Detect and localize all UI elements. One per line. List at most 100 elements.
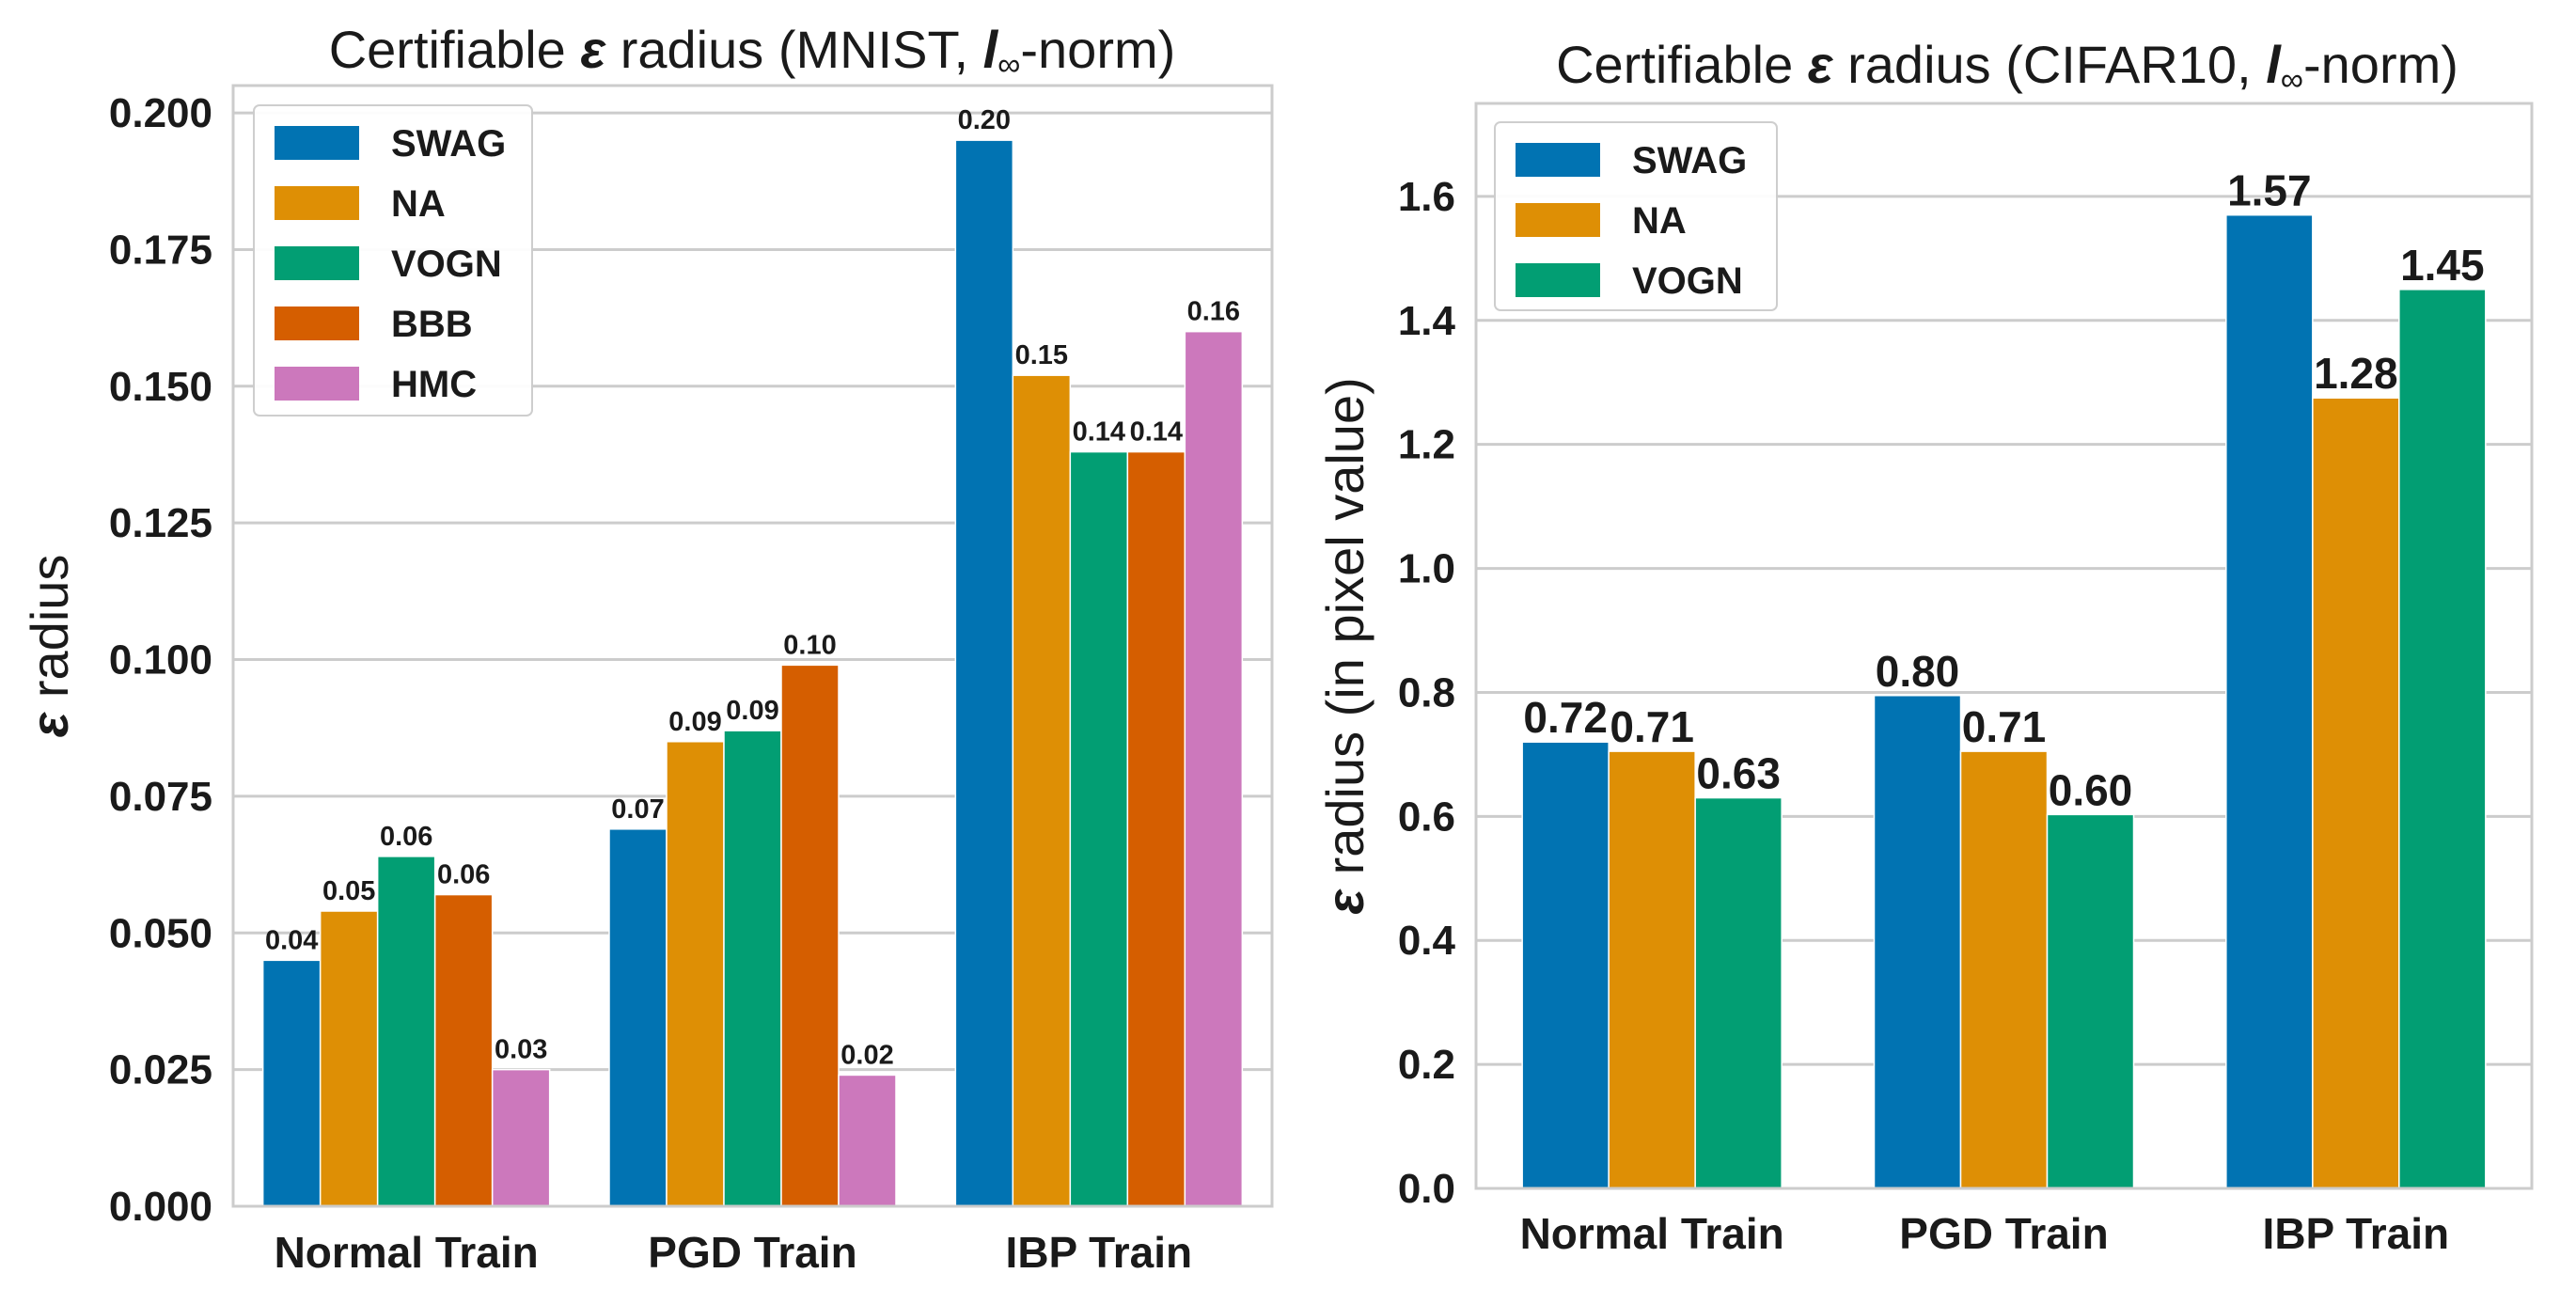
bar-value-label: 0.02: [840, 1040, 893, 1070]
chart-1: 0.0 0.2 0.4 0.6 0.8 1.0 1.2 1.4 1.6 0.72 0.80 1.57 0…: [1315, 35, 2534, 1258]
legend-label: SWAG: [391, 123, 506, 165]
y-tick-label: 0.025: [109, 1047, 212, 1093]
y-tick-label: 0.075: [109, 774, 212, 820]
legend-swatch-na: [275, 186, 359, 220]
bar-value-label: 0.04: [265, 925, 318, 955]
x-category-label: PGD Train: [1899, 1209, 2108, 1258]
plot-frame: [1474, 102, 2534, 1190]
legend-label: SWAG: [1632, 140, 1747, 181]
bar-na: [1012, 374, 1072, 1207]
bar-value-label: 0.14: [1073, 417, 1125, 448]
title_parts-part: Certifiable: [1556, 35, 1808, 94]
legend-label: NA: [391, 183, 446, 225]
y-tick-label: 0.8: [1398, 669, 1455, 715]
y-tick-label: 0.050: [109, 910, 212, 956]
bar-value-label: 0.15: [1015, 340, 1068, 370]
bar-value-label: 0.07: [611, 794, 664, 825]
y-tick-label: 0.150: [109, 364, 212, 410]
bar-value-label: 0.71: [1962, 702, 2047, 751]
legend-label: BBB: [391, 304, 473, 345]
bar-na: [319, 910, 379, 1207]
bar-bbb: [780, 664, 840, 1207]
y-axis-label: ε radius (in pixel value): [1315, 377, 1374, 914]
x-category-label: IBP Train: [1006, 1228, 1193, 1277]
plot-frame: [231, 84, 1274, 1208]
title_parts-part: ∞: [2281, 62, 2303, 98]
legend-label: HMC: [391, 364, 477, 405]
bar-vogn: [723, 730, 782, 1207]
legend-swatch-bbb: [275, 307, 359, 340]
ylabel_parts-part: radius: [20, 555, 79, 713]
bar-hmc: [491, 1068, 551, 1207]
y-tick-label: 0.0: [1398, 1166, 1455, 1212]
bar-bbb: [433, 893, 494, 1207]
y-tick-label: 0.200: [109, 90, 212, 136]
bar-value-label: 1.45: [2400, 241, 2485, 290]
x-category-label: IBP Train: [2263, 1209, 2450, 1258]
y-tick-label: 0.4: [1398, 918, 1456, 964]
bar-hmc: [1184, 330, 1244, 1207]
legend: SWAG NA VOGN: [1494, 121, 1778, 311]
title_parts-part: -norm): [1020, 20, 1175, 79]
bar-bbb: [1126, 450, 1186, 1207]
bar-value-label: 0.10: [783, 630, 836, 660]
bar-value-label: 0.71: [1610, 702, 1694, 751]
legend-swatch-na: [1516, 203, 1600, 237]
x-category-label: Normal Train: [1520, 1209, 1784, 1258]
legend-label: VOGN: [391, 244, 502, 285]
ylabel_parts-part: ε: [20, 711, 79, 737]
legend-swatch-vogn: [1516, 263, 1600, 297]
bar-vogn: [2046, 813, 2135, 1189]
y-tick-label: 0.2: [1398, 1042, 1455, 1088]
bar-value-label: 0.09: [668, 707, 721, 737]
bar-na: [2312, 397, 2400, 1189]
bar-value-label: 0.03: [495, 1035, 547, 1065]
bar-na: [1608, 750, 1696, 1189]
bar-value-label: 0.09: [726, 696, 778, 726]
bar-value-label: 1.28: [2314, 349, 2398, 398]
bar-vogn: [1069, 450, 1129, 1207]
legend-label: VOGN: [1632, 260, 1743, 302]
bar-hmc: [838, 1074, 897, 1207]
bar-swag: [1873, 695, 1962, 1189]
y-tick-label: 0.6: [1398, 794, 1455, 840]
bar-vogn: [1694, 796, 1783, 1189]
bar-value-label: 0.14: [1130, 417, 1183, 448]
title_parts-part: l: [983, 20, 999, 79]
bar-value-label: 0.60: [2049, 765, 2133, 814]
title_parts-part: ∞: [997, 47, 1020, 83]
bar-value-label: 1.57: [2227, 166, 2312, 215]
bar-value-label: 0.20: [958, 105, 1011, 135]
bar-value-label: 0.06: [380, 822, 432, 852]
title_parts-part: radius (CIFAR10,: [1833, 35, 2267, 94]
bar-na: [666, 741, 725, 1207]
y-tick-label: 1.6: [1398, 174, 1455, 220]
chart-0: 0.000 0.025 0.050 0.075 0.100 0.125 0.150 0.175…: [20, 20, 1274, 1277]
legend-label: NA: [1632, 200, 1687, 242]
legend-swatch-vogn: [275, 246, 359, 280]
ylabel_parts-part: radius (in pixel value): [1315, 377, 1374, 889]
ylabel_parts-part: ε: [1315, 888, 1374, 915]
bar-swag: [608, 828, 668, 1207]
chart-title: Certifiable ε radius (CIFAR10, l∞-norm): [1556, 35, 2458, 98]
bar-swag: [261, 959, 322, 1207]
title_parts-part: ε: [580, 20, 606, 79]
y-tick-label: 0.100: [109, 637, 212, 684]
bar-vogn: [376, 856, 436, 1207]
legend: SWAG NA VOGN BBB HMC: [253, 104, 533, 417]
legend-swatch-swag: [275, 126, 359, 160]
bar-value-label: 0.72: [1523, 693, 1608, 742]
y-tick-label: 1.4: [1398, 298, 1456, 344]
title_parts-part: ε: [1808, 35, 1834, 94]
bar-swag: [954, 139, 1014, 1207]
bar-value-label: 0.05: [322, 876, 375, 906]
bar-vogn: [2398, 289, 2487, 1189]
title_parts-part: -norm): [2303, 35, 2458, 94]
y-tick-label: 0.175: [109, 227, 212, 273]
legend-swatch-swag: [1516, 143, 1600, 177]
bar-value-label: 0.16: [1187, 297, 1240, 327]
title_parts-part: Certifiable: [329, 20, 581, 79]
bar-value-label: 0.06: [437, 860, 490, 890]
x-category-label: PGD Train: [648, 1228, 856, 1277]
